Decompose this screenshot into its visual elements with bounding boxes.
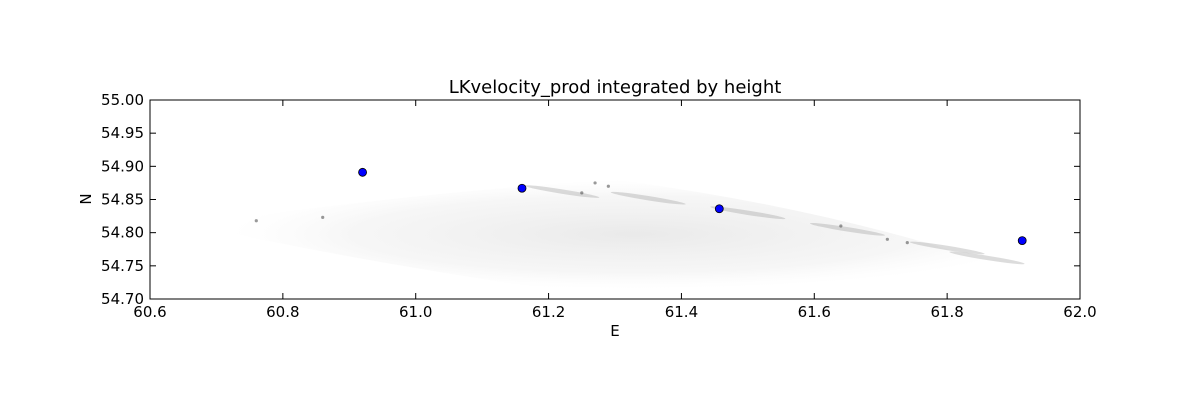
- data-point-4: [1017, 236, 1027, 246]
- y-axis-title: N: [77, 193, 95, 204]
- field-speck: [593, 181, 597, 185]
- y-tick-label: 54.90: [101, 157, 144, 175]
- x-axis: 60.6 60.8 61.0 61.2 61.4 61.6 61.8 62.0: [133, 100, 1097, 321]
- data-point-3: [714, 204, 724, 214]
- x-tick-label: 60.6: [133, 303, 166, 321]
- field-streak: [809, 223, 886, 236]
- chart-title: LKvelocity_prod integrated by height: [449, 77, 782, 98]
- y-tick-label: 54.75: [101, 257, 144, 275]
- y-tick-label: 54.70: [101, 290, 144, 308]
- y-axis: 54.70 54.75 54.80 54.85 54.90 54.95 55.00: [101, 91, 1080, 308]
- data-point-1: [358, 167, 367, 177]
- field-streak: [610, 191, 686, 205]
- data-points: [358, 167, 1027, 246]
- field-streak: [949, 251, 1025, 265]
- x-tick-label: 61.8: [930, 303, 963, 321]
- x-tick-label: 62.0: [1063, 303, 1096, 321]
- x-tick-label: 60.8: [266, 303, 299, 321]
- data-point-2: [517, 183, 527, 193]
- plot-area: [149, 99, 1081, 300]
- x-tick-label: 61.6: [798, 303, 831, 321]
- x-tick-label: 61.0: [399, 303, 432, 321]
- y-tick-label: 54.95: [101, 124, 144, 142]
- background-field: [229, 179, 1041, 290]
- x-tick-label: 61.2: [532, 303, 565, 321]
- field-speck: [580, 191, 584, 195]
- x-tick-label: 61.4: [665, 303, 698, 321]
- field-streak: [710, 206, 786, 220]
- field-streak: [909, 241, 985, 255]
- field-speck: [254, 219, 258, 223]
- y-tick-label: 54.85: [101, 191, 144, 209]
- field-speck: [321, 215, 325, 220]
- field-speck: [839, 224, 843, 228]
- y-tick-label: 55.00: [101, 91, 144, 109]
- x-axis-title: E: [610, 322, 619, 340]
- y-tick-label: 54.80: [101, 224, 144, 242]
- field-streak: [524, 185, 600, 198]
- field-haze: [229, 179, 1041, 290]
- field-speck: [905, 241, 909, 245]
- field-speck: [885, 237, 889, 241]
- field-speck: [606, 184, 610, 188]
